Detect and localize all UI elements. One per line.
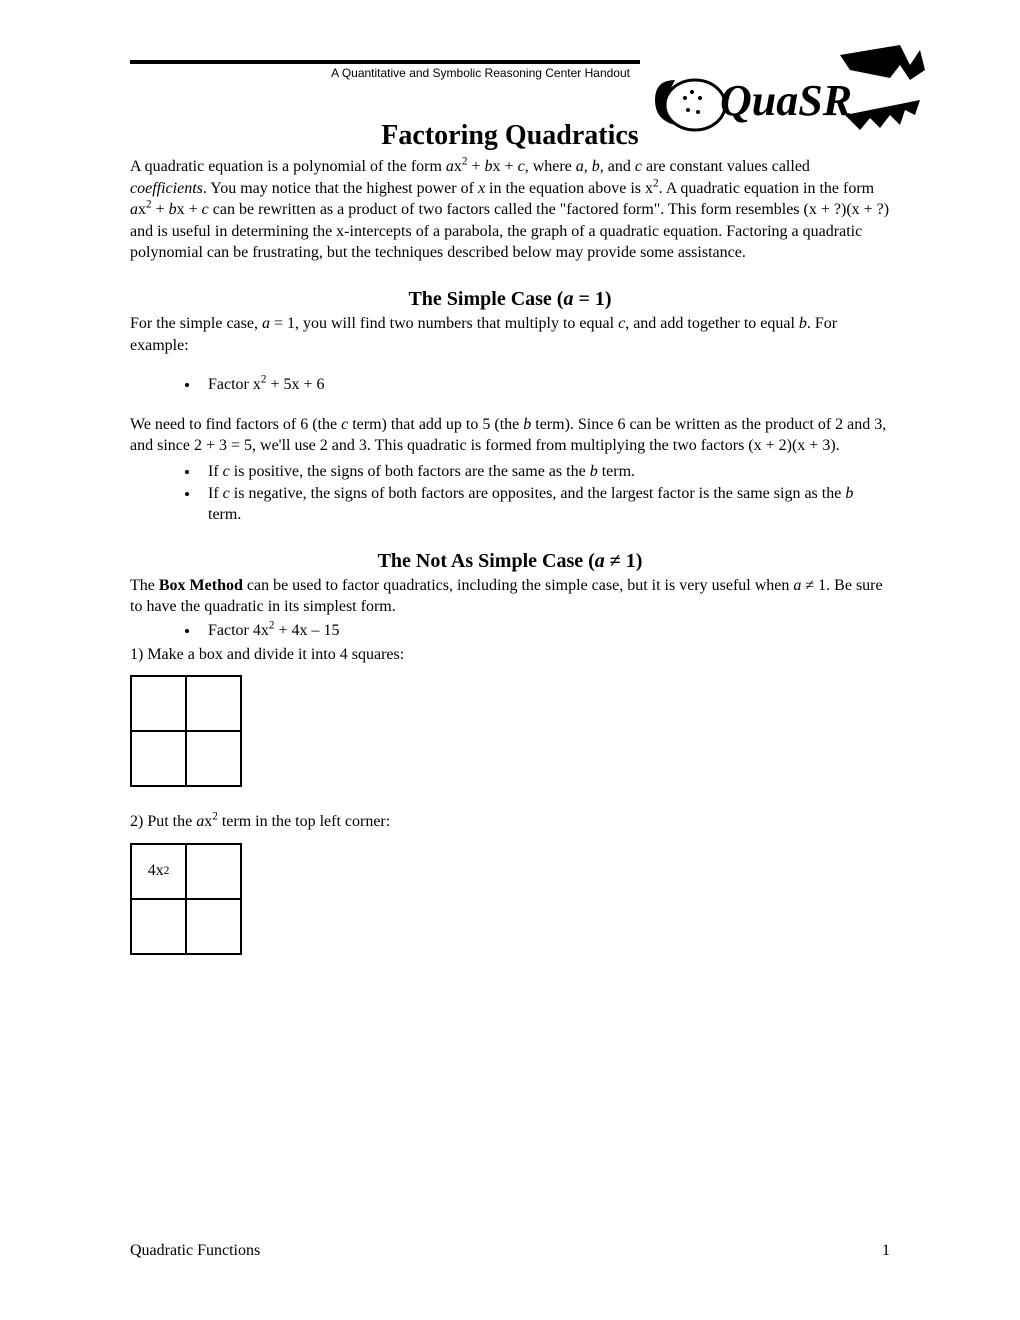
text: term. (208, 506, 241, 523)
var-b: b (590, 463, 598, 480)
text: . A quadratic equation in the form (659, 180, 875, 197)
rule-bullet: If c is negative, the signs of both fact… (200, 483, 890, 526)
var-c: c (202, 201, 209, 218)
footer-page-number: 1 (882, 1242, 890, 1260)
header-subtitle: A Quantitative and Symbolic Reasoning Ce… (130, 66, 630, 80)
svg-text:QuaSR: QuaSR (720, 76, 852, 125)
box-cell-topleft: 4x2 (131, 844, 186, 899)
sup2: 2 (146, 199, 152, 211)
var-c: c (518, 158, 525, 175)
text: ≠ 1) (605, 550, 643, 572)
text: , where (525, 158, 576, 175)
text: 2) Put the (130, 813, 196, 830)
var-b: b (169, 201, 177, 218)
text: = 1) (573, 288, 611, 310)
coefficients: coefficients (130, 180, 203, 197)
text: , and (600, 158, 635, 175)
example-bullet: Factor 4x2 + 4x – 15 (200, 620, 890, 642)
box-cell (131, 676, 186, 731)
header-rule (130, 60, 640, 64)
page-footer: Quadratic Functions 1 (130, 1242, 890, 1260)
var-b: b (485, 158, 493, 175)
box-cell (131, 899, 186, 954)
var-a: a (563, 288, 573, 310)
example-bullet: Factor x2 + 5x + 6 (200, 374, 890, 396)
footer-left: Quadratic Functions (130, 1242, 260, 1260)
text: term. (598, 463, 635, 480)
text: If (208, 485, 223, 502)
text: + (468, 158, 485, 175)
text: is positive, the signs of both factors a… (230, 463, 590, 480)
text: For the simple case, (130, 315, 262, 332)
text: term) that add up to 5 (the (348, 416, 523, 433)
box-cell (186, 844, 241, 899)
box-grid-step2: 4x2 (130, 843, 242, 955)
var-a: a (576, 158, 584, 175)
cell-val: 4x (148, 862, 164, 880)
section2-para: The Box Method can be used to factor qua… (130, 575, 890, 618)
var-c: c (635, 158, 642, 175)
text: The Not As Simple Case ( (378, 550, 595, 572)
text: term in the top left corner: (218, 813, 390, 830)
text: , and add together to equal (625, 315, 799, 332)
text: The Simple Case ( (408, 288, 563, 310)
var-a: a (595, 550, 605, 572)
text: is negative, the signs of both factors a… (230, 485, 846, 502)
var-b: b (592, 158, 600, 175)
box-grid-empty (130, 675, 242, 787)
text: We need to find factors of 6 (the (130, 416, 341, 433)
var-b: b (799, 315, 807, 332)
box-cell (131, 731, 186, 786)
text: Factor x (208, 376, 261, 393)
text: + 4x – 15 (274, 622, 339, 639)
var-x: x (478, 180, 485, 197)
text: Factor 4x (208, 622, 269, 639)
box-cell (186, 676, 241, 731)
var-a: a (446, 158, 454, 175)
text: + 5x + 6 (266, 376, 324, 393)
box-cell (186, 899, 241, 954)
var-b: b (845, 485, 853, 502)
text: x (454, 158, 462, 175)
var-a: a (130, 201, 138, 218)
quasr-logo: QuaSR (650, 40, 930, 140)
step1: 1) Make a box and divide it into 4 squar… (130, 644, 890, 666)
text: can be used to factor quadratics, includ… (243, 577, 794, 594)
text: If (208, 463, 223, 480)
text: A quadratic equation is a polynomial of … (130, 158, 446, 175)
text: = 1, you will find two numbers that mult… (270, 315, 618, 332)
step2: 2) Put the ax2 term in the top left corn… (130, 811, 890, 833)
text: The (130, 577, 159, 594)
text: in the equation above is x (485, 180, 653, 197)
box-cell (186, 731, 241, 786)
var-c: c (223, 463, 230, 480)
section2-heading: The Not As Simple Case (a ≠ 1) (130, 550, 890, 573)
section1-para2: We need to find factors of 6 (the c term… (130, 414, 890, 457)
section1-heading: The Simple Case (a = 1) (130, 288, 890, 311)
box-method: Box Method (159, 577, 243, 594)
intro-paragraph: A quadratic equation is a polynomial of … (130, 156, 890, 264)
section1-para: For the simple case, a = 1, you will fin… (130, 313, 890, 356)
var-c: c (223, 485, 230, 502)
var-a: a (262, 315, 270, 332)
text: . You may notice that the highest power … (203, 180, 478, 197)
text: are constant values called (642, 158, 810, 175)
text: can be rewritten as a product of two fac… (130, 201, 889, 261)
text: x + (493, 158, 518, 175)
rule-bullet: If c is positive, the signs of both fact… (200, 461, 890, 483)
